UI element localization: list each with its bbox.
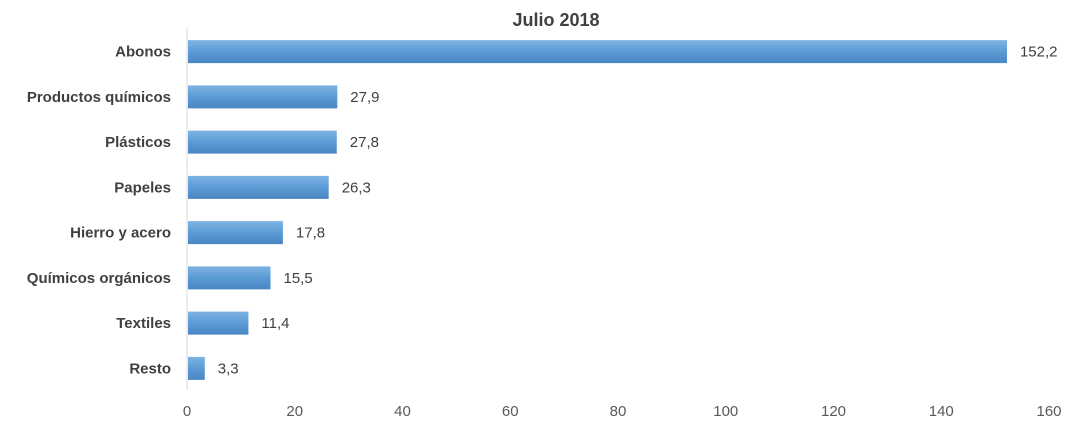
data-label: 27,9 [350,89,379,106]
data-label: 3,3 [218,360,239,377]
data-label: 152,2 [1020,44,1058,61]
x-tick-label: 80 [610,403,627,420]
x-tick-label: 0 [183,403,191,420]
bar [188,356,205,380]
bar [188,85,338,109]
bar [188,40,1007,64]
data-label: 26,3 [342,179,371,196]
x-tick-label: 100 [713,403,738,420]
bar [188,311,249,335]
x-tick-label: 40 [394,403,411,420]
bar [188,266,271,290]
data-label: 15,5 [284,270,313,287]
x-tick-label: 120 [821,403,846,420]
bar [188,175,329,199]
category-label: Abonos [115,44,171,61]
x-tick-label: 20 [286,403,303,420]
chart-title: Julio 2018 [512,10,599,30]
category-label: Papeles [114,179,171,196]
data-label: 27,8 [350,134,379,151]
data-label: 17,8 [296,225,325,242]
x-tick-label: 60 [502,403,519,420]
category-label: Productos químicos [27,89,171,106]
category-label: Textiles [116,315,171,332]
bar [188,130,337,154]
x-axis-ticks: 0 20 40 60 80 100 120 140 160 [183,403,1062,420]
category-label: Resto [129,360,171,377]
x-tick-label: 160 [1036,403,1061,420]
bars-layer: Abonos 152,2 Productos químicos 27,9 Plástic… [27,40,1058,380]
category-label: Plásticos [105,134,171,151]
x-tick-label: 140 [929,403,954,420]
category-label: Químicos orgánicos [27,270,171,287]
data-label: 11,4 [261,315,289,332]
bar [188,221,283,245]
category-label: Hierro y acero [70,225,171,242]
